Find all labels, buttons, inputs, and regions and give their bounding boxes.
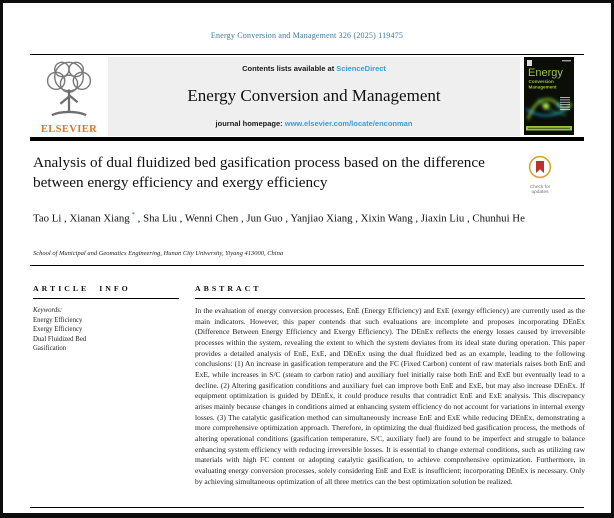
affiliation: School of Municipal and Geomatics Engine…	[33, 250, 284, 257]
author-name: Sha Liu	[143, 212, 177, 225]
divider-top	[30, 54, 584, 55]
journal-cover-thumbnail[interactable]: Energy Conversion Management	[524, 57, 574, 135]
article-info-section: ARTICLE INFO Keywords: Energy Efficiency…	[33, 284, 179, 354]
keyword-item: Energy Efficiency	[33, 316, 83, 324]
homepage-line: journal homepage: www.elsevier.com/locat…	[216, 119, 413, 128]
abstract-section: ABSTRACT In the evaluation of energy con…	[195, 284, 585, 487]
author-name: Xianan Xiang	[69, 212, 130, 225]
journal-header-box: Contents lists available at ScienceDirec…	[108, 57, 520, 136]
keyword-item: Gasification	[33, 345, 67, 352]
cover-title-line1: Energy	[528, 67, 563, 79]
author-name: Yanjiao Xiang	[290, 212, 353, 225]
elsevier-logo[interactable]: ELSEVIER	[33, 58, 105, 135]
cover-editor-lines	[560, 97, 570, 110]
homepage-prefix: journal homepage:	[215, 119, 283, 128]
keyword-list: Energy Efficiency Exergy Efficiency Dual F…	[33, 316, 179, 354]
divider-bottom	[30, 507, 584, 508]
elsevier-wordmark: ELSEVIER	[40, 124, 98, 135]
author-name: Chunhui He	[472, 212, 525, 225]
author-list: Tao Li , Xianan Xiang * , Sha Liu , Wenn…	[33, 211, 525, 225]
cover-title-line2: Conversion	[529, 79, 554, 84]
abstract-rule	[195, 298, 585, 299]
divider-mid	[30, 265, 584, 266]
author-name: Xixin Wang	[360, 212, 413, 225]
sciencedirect-link[interactable]: ScienceDirect	[336, 64, 386, 73]
article-info-rule	[33, 298, 179, 299]
elsevier-tree-icon	[46, 61, 92, 117]
keyword-item: Exergy Efficiency	[33, 326, 83, 333]
cover-title-line3: Management	[529, 85, 558, 90]
abstract-text: In the evaluation of energy conversion p…	[195, 306, 585, 486]
cover-elsevier-mark	[527, 60, 532, 66]
crossmark-icon	[528, 155, 552, 179]
keyword-item: Dual Fluidized Bed	[33, 335, 87, 343]
contents-prefix: Contents lists available at	[242, 64, 335, 73]
journal-reference: Energy Conversion and Management 326 (20…	[210, 31, 404, 40]
author-name: Jiaxin Liu	[420, 212, 465, 225]
journal-homepage-link[interactable]: www.elsevier.com/locate/enconman	[284, 119, 413, 128]
author-name: Wenni Chen	[184, 212, 239, 225]
author-name: Jun Guo	[246, 212, 283, 225]
keywords-label: Keywords:	[33, 307, 63, 314]
author-name: Tao Li	[33, 212, 62, 225]
corresponding-author-marker[interactable]: *	[129, 211, 135, 219]
crossmark-label: Check for updates	[529, 185, 551, 196]
article-title: Analysis of dual fluidized bed gasificat…	[33, 154, 485, 191]
divider-thick	[30, 137, 584, 141]
journal-title: Energy Conversion and Management	[187, 86, 441, 105]
contents-line: Contents lists available at ScienceDirec…	[242, 64, 386, 73]
abstract-heading: ABSTRACT	[195, 284, 262, 293]
crossmark-badge[interactable]: Check for updates	[522, 155, 558, 196]
article-info-heading: ARTICLE INFO	[33, 284, 131, 293]
